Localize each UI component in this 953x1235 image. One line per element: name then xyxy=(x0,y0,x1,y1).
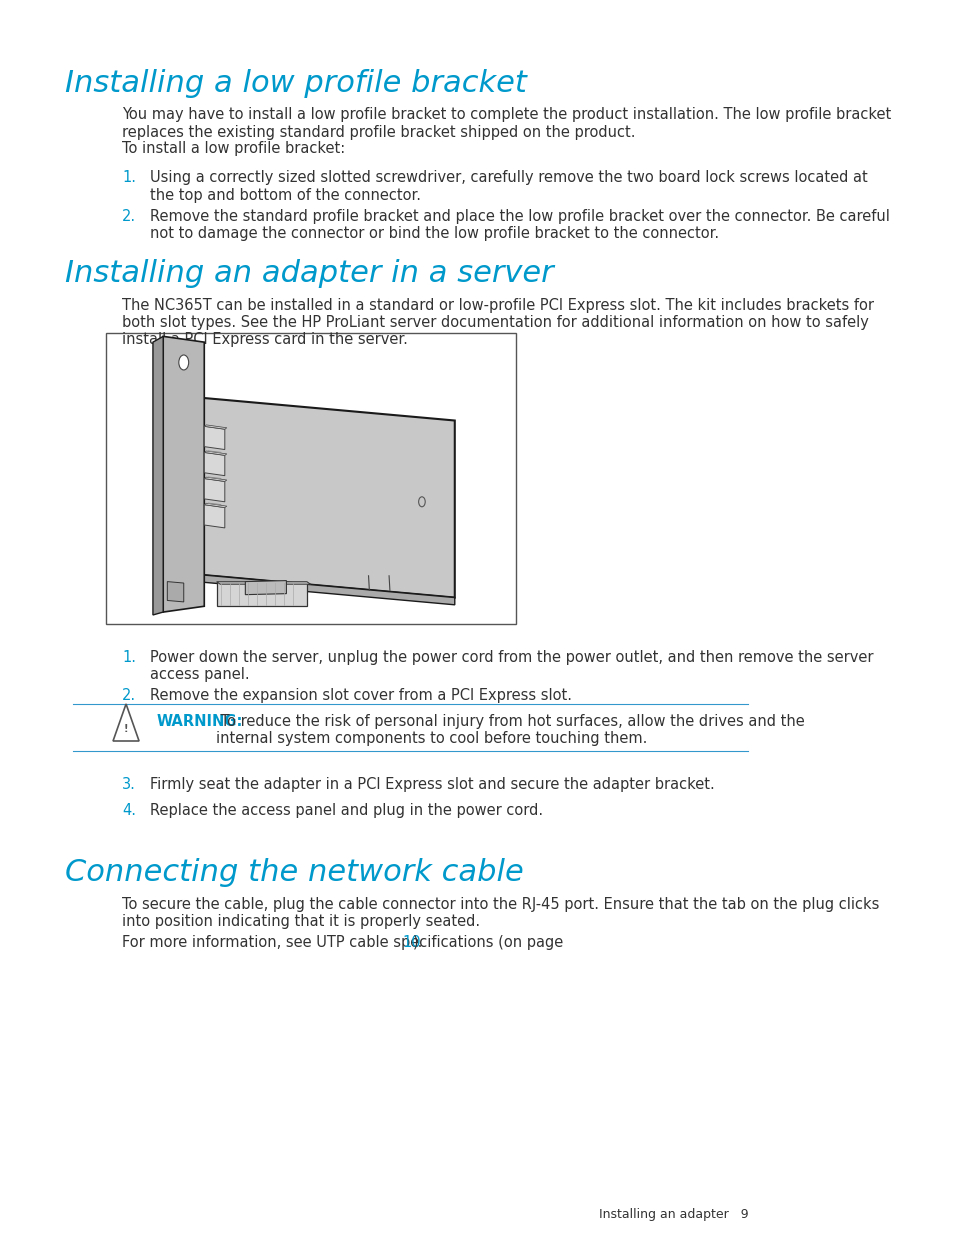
Polygon shape xyxy=(196,398,455,598)
Text: 2.: 2. xyxy=(122,688,136,703)
Polygon shape xyxy=(204,425,227,430)
Text: Installing an adapter in a server: Installing an adapter in a server xyxy=(65,259,553,288)
Polygon shape xyxy=(216,582,307,606)
Text: 3.: 3. xyxy=(122,777,135,792)
Text: 1.: 1. xyxy=(122,650,136,664)
Text: Replace the access panel and plug in the power cord.: Replace the access panel and plug in the… xyxy=(151,803,543,818)
Polygon shape xyxy=(204,503,227,508)
Text: WARNING:: WARNING: xyxy=(157,714,243,729)
FancyBboxPatch shape xyxy=(106,333,516,624)
Polygon shape xyxy=(204,426,225,450)
Polygon shape xyxy=(163,336,204,613)
Text: 1.: 1. xyxy=(122,170,136,185)
Text: Remove the expansion slot cover from a PCI Express slot.: Remove the expansion slot cover from a P… xyxy=(151,688,572,703)
Text: Firmly seat the adapter in a PCI Express slot and secure the adapter bracket.: Firmly seat the adapter in a PCI Express… xyxy=(151,777,715,792)
Text: ).: ). xyxy=(413,935,422,950)
Text: Connecting the network cable: Connecting the network cable xyxy=(65,858,523,887)
Text: Using a correctly sized slotted screwdriver, carefully remove the two board lock: Using a correctly sized slotted screwdri… xyxy=(151,170,867,203)
Polygon shape xyxy=(204,452,225,475)
Polygon shape xyxy=(167,582,184,601)
Polygon shape xyxy=(204,479,225,501)
Polygon shape xyxy=(204,477,227,482)
Text: You may have to install a low profile bracket to complete the product installati: You may have to install a low profile br… xyxy=(122,107,890,140)
Polygon shape xyxy=(196,574,455,605)
Text: !: ! xyxy=(124,724,128,734)
Polygon shape xyxy=(152,336,163,615)
Polygon shape xyxy=(216,582,311,584)
Polygon shape xyxy=(204,505,225,527)
Text: Installing a low profile bracket: Installing a low profile bracket xyxy=(65,69,526,98)
Text: Installing an adapter   9: Installing an adapter 9 xyxy=(598,1208,747,1221)
Text: For more information, see UTP cable specifications (on page: For more information, see UTP cable spec… xyxy=(122,935,567,950)
Polygon shape xyxy=(245,580,286,594)
Text: Remove the standard profile bracket and place the low profile bracket over the c: Remove the standard profile bracket and … xyxy=(151,209,889,241)
Text: 4.: 4. xyxy=(122,803,136,818)
Text: To reduce the risk of personal injury from hot surfaces, allow the drives and th: To reduce the risk of personal injury fr… xyxy=(216,714,804,746)
Text: To install a low profile bracket:: To install a low profile bracket: xyxy=(122,141,345,156)
Text: To secure the cable, plug the cable connector into the RJ-45 port. Ensure that t: To secure the cable, plug the cable conn… xyxy=(122,897,879,929)
Polygon shape xyxy=(204,451,227,456)
Text: The NC365T can be installed in a standard or low-profile PCI Express slot. The k: The NC365T can be installed in a standar… xyxy=(122,298,873,347)
Text: Power down the server, unplug the power cord from the power outlet, and then rem: Power down the server, unplug the power … xyxy=(151,650,873,682)
Circle shape xyxy=(178,354,189,370)
Text: 10: 10 xyxy=(402,935,420,950)
Text: 2.: 2. xyxy=(122,209,136,224)
